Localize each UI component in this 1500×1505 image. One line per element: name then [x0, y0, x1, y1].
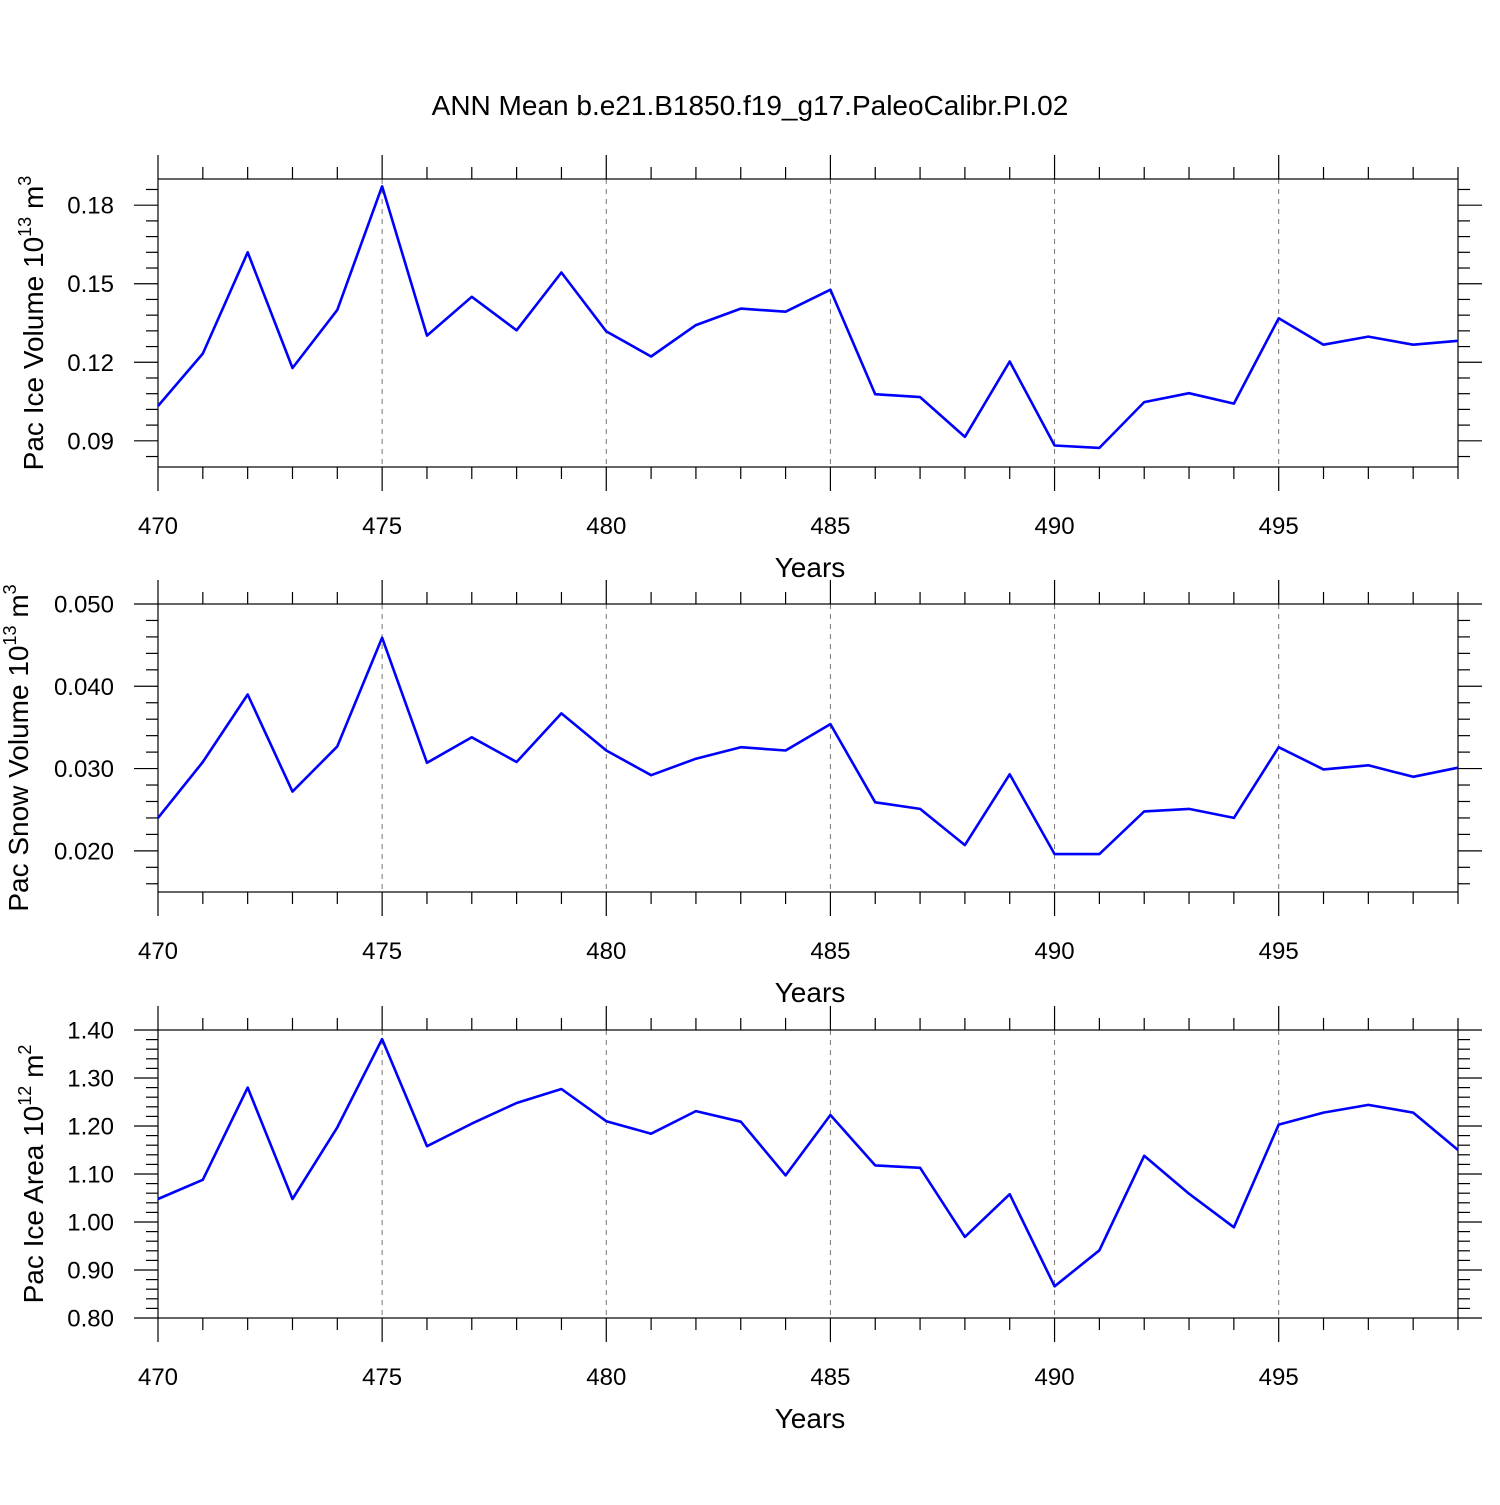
x-axis-label: Years [775, 552, 846, 583]
panel-2: 470 475 480 485 490 495 Years 0.020 0.030 0.040 0.… [0, 580, 1482, 1008]
y-axis-unit-base: 10 [18, 237, 49, 268]
y-axis-unit-m-exponent: 2 [15, 1045, 35, 1055]
series-line [157, 1037, 1459, 1288]
y-tick-label: 0.18 [67, 193, 114, 220]
x-tick-label: 485 [810, 938, 850, 965]
y-axis-label: Pac Snow Volume 1013 m3 [0, 584, 34, 911]
y-axis-unit-m-exponent: 3 [15, 176, 35, 186]
y-axis-unit-exponent: 12 [15, 1086, 35, 1106]
y-tick-label: 1.10 [67, 1162, 114, 1189]
series-line [156, 636, 1459, 856]
x-tick-label: 495 [1259, 513, 1299, 540]
y-tick-label: 0.12 [67, 350, 114, 377]
x-tick-label: 480 [586, 1364, 626, 1391]
y-tick-label: 1.30 [67, 1066, 114, 1093]
x-tick-label: 495 [1259, 1364, 1299, 1391]
y-tick-label: 1.20 [67, 1114, 114, 1141]
y-tick-label: 0.020 [54, 838, 114, 865]
y-axis-unit-m: m [3, 594, 34, 625]
y-axis-unit-exponent: 13 [15, 217, 35, 237]
x-tick-label: 480 [586, 513, 626, 540]
y-axis-label-text: Pac Ice Area [18, 1137, 49, 1304]
y-tick-label: 0.09 [67, 428, 114, 455]
x-tick-label: 490 [1035, 1364, 1075, 1391]
plot-frame [157, 1029, 1459, 1319]
y-tick-label: 1.40 [67, 1018, 114, 1045]
plot-frame [157, 603, 1459, 893]
y-axis-unit-m-exponent: 3 [0, 584, 20, 594]
x-tick-label: 485 [810, 513, 850, 540]
x-tick-label: 475 [362, 513, 402, 540]
x-axis-label: Years [775, 1403, 846, 1434]
y-tick-label: 0.030 [54, 756, 114, 783]
y-axis-label: Pac Ice Volume 1013 m3 [15, 176, 49, 471]
chart-panels: 470 475 480 485 490 495 Years 0.09 0.12 0.15 0.18 P… [0, 155, 1482, 1434]
y-tick-label: 1.00 [67, 1210, 114, 1237]
y-axis-unit-base: 10 [18, 1106, 49, 1137]
panel-1: 470 475 480 485 490 495 Years 0.09 0.12 0.15 0.18 P… [15, 155, 1482, 583]
y-axis-unit-exponent: 13 [0, 625, 20, 645]
x-tick-label: 470 [138, 1364, 178, 1391]
x-tick-label: 485 [810, 1364, 850, 1391]
figure-title: ANN Mean b.e21.B1850.f19_g17.PaleoCalibr… [432, 90, 1069, 121]
x-tick-label: 470 [138, 513, 178, 540]
series-line [157, 185, 1459, 450]
y-axis-label-text: Pac Snow Volume [3, 677, 34, 912]
y-tick-label: 0.15 [67, 271, 114, 298]
x-axis-label: Years [775, 977, 846, 1008]
y-axis-unit-base: 10 [3, 645, 34, 676]
x-tick-label: 495 [1259, 938, 1299, 965]
x-tick-label: 490 [1035, 513, 1075, 540]
y-tick-label: 0.040 [54, 674, 114, 701]
y-axis-unit-m: m [18, 1055, 49, 1086]
y-tick-label: 0.90 [67, 1258, 114, 1285]
x-tick-label: 475 [362, 1364, 402, 1391]
y-tick-label: 0.050 [54, 592, 114, 619]
panel-3: 470 475 480 485 490 495 Years 0.80 0.90 1.00 1.10 1… [15, 1006, 1482, 1434]
x-tick-label: 490 [1035, 938, 1075, 965]
x-tick-label: 470 [138, 938, 178, 965]
y-axis-label-text: Pac Ice Volume [18, 268, 49, 470]
y-tick-label: 0.80 [67, 1306, 114, 1333]
plot-frame [157, 178, 1459, 468]
y-axis-unit-m: m [18, 186, 49, 217]
x-tick-label: 480 [586, 938, 626, 965]
x-tick-label: 475 [362, 938, 402, 965]
y-axis-label: Pac Ice Area 1012 m2 [15, 1045, 49, 1304]
